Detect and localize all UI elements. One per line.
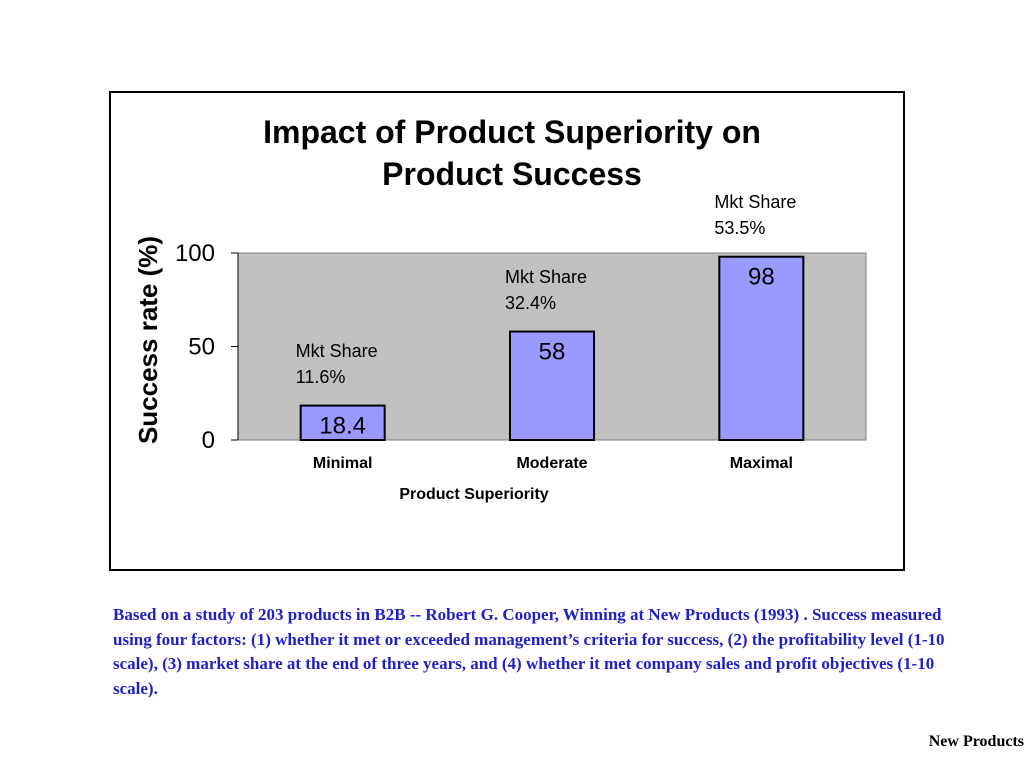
market-share-label: Mkt Share [505,266,588,287]
bar-value-label: 58 [539,339,566,366]
x-axis-title: Product Superiority [399,486,548,503]
market-share-annotation: Mkt Share 32.4% [505,264,587,316]
bar [509,330,595,442]
market-share-annotation: Mkt Share 11.6% [296,338,378,390]
y-axis-title: Success rate (%) [133,236,163,444]
bar-value-label: 98 [748,264,775,291]
market-share-annotation: Mkt Share 53.5% [714,189,796,241]
market-share-label: Mkt Share [714,191,797,212]
footer-text: New Products [928,733,1024,750]
y-tick-label: 100 [175,240,215,267]
chart-title-line-2: Product Success [382,156,642,192]
chart-title-line-1: Impact of Product Superiority on [263,114,761,150]
market-share-label: Mkt Share [295,340,378,361]
market-share-value: 53.5% [714,217,766,238]
bar-value-label: 18.4 [319,413,366,440]
x-category-label: Moderate [516,455,587,472]
chart-title: Impact of Product Superiority on Product… [0,111,1024,195]
bar [299,404,386,442]
x-category-label: Maximal [730,455,793,472]
y-tick-label: 0 [202,427,215,454]
y-tick-label: 50 [188,334,215,361]
bar [718,255,805,441]
source-caption: Based on a study of 203 products in B2B … [113,605,945,698]
market-share-value: 32.4% [505,292,557,313]
market-share-value: 11.6% [295,366,346,387]
x-category-label: Minimal [313,455,373,472]
